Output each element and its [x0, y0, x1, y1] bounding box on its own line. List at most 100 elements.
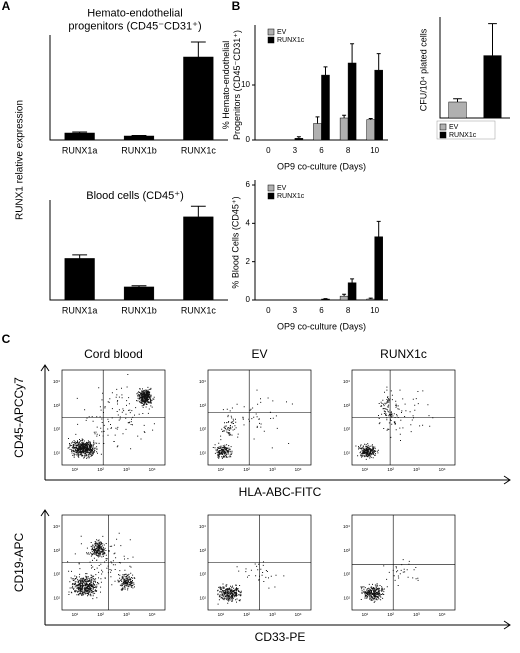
quadrant-gate [352, 370, 455, 465]
y-tick-label: 10¹ [343, 595, 350, 600]
x-tick-label: 10² [97, 612, 104, 617]
y-tick-label: 10³ [343, 548, 350, 553]
legend-swatch [267, 36, 275, 44]
x-tick-label: 10³ [269, 612, 276, 617]
event-dots [355, 386, 434, 460]
legend-label: EV [277, 185, 287, 192]
legend-label: RUNX1c [277, 193, 305, 200]
event-dots [67, 374, 155, 459]
y-tick-label: 10² [53, 572, 60, 577]
x-tick-label: 10² [243, 612, 250, 617]
x-tick-label: 10¹ [218, 467, 225, 472]
axis-arrow [40, 364, 511, 485]
error-bar [368, 297, 373, 300]
bar [123, 286, 155, 301]
error-bar [342, 114, 347, 118]
error-bar [190, 41, 206, 57]
axis [49, 200, 228, 301]
column-title: Cord blood [84, 347, 143, 361]
quadrant-gate [208, 370, 311, 465]
x-tick-label: 10³ [123, 467, 130, 472]
panel-label: C [2, 332, 11, 346]
flow-plot [207, 514, 312, 611]
x-tick-label: 10⁴ [295, 467, 302, 472]
y-tick-label: 10⁴ [53, 524, 60, 529]
y-tick-label: 10⁴ [343, 379, 350, 384]
x-tick-label: RUNX1a [62, 145, 98, 155]
x-tick-label: 10⁴ [149, 467, 156, 472]
x-tick-label: 3 [293, 306, 298, 315]
y-tick-label: 10³ [53, 403, 60, 408]
x-tick-label: 10⁴ [149, 612, 156, 617]
x-tick-label: 6 [319, 306, 324, 315]
y-axis-label: CFU/10⁴ plated cells [418, 28, 428, 111]
y-tick-label: 0 [246, 135, 251, 144]
y-tick-label: 10 [241, 80, 250, 89]
x-axis-label: CD33-PE [255, 630, 306, 644]
event-dots [67, 532, 136, 600]
legend-swatch [267, 192, 275, 200]
legend-swatch [439, 131, 447, 139]
x-tick-label: 10¹ [72, 467, 79, 472]
legend-label: RUNX1c [277, 37, 305, 44]
legend-label: RUNX1c [449, 132, 477, 139]
bar [321, 298, 330, 301]
flow-plot [351, 369, 456, 466]
bar [339, 117, 349, 141]
x-tick-label: 8 [346, 146, 351, 155]
error-bar [315, 116, 320, 124]
x-tick-label: 10⁴ [439, 467, 446, 472]
flow-plot [61, 514, 166, 611]
bar [483, 55, 502, 119]
legend-swatch [439, 123, 447, 131]
y-tick-label: 10² [53, 427, 60, 432]
error-bar [376, 53, 381, 71]
x-tick-label: 0 [266, 306, 271, 315]
x-axis-label: OP9 co-culture (Days) [277, 321, 366, 331]
bar [347, 62, 357, 141]
y-tick-label: 10⁴ [53, 379, 60, 384]
chart-title: progenitors (CD45⁻CD31⁺) [68, 20, 201, 32]
y-tick-label: 10⁴ [343, 524, 350, 529]
bar [183, 56, 214, 141]
x-tick-label: 10¹ [72, 612, 79, 617]
bar [321, 74, 330, 141]
y-tick-label: 2 [246, 257, 251, 266]
error-bar [323, 66, 328, 76]
legend-swatch [267, 184, 275, 192]
panel-label: A [2, 0, 11, 13]
x-tick-label: 10 [370, 306, 379, 315]
y-tick-label: 10² [343, 572, 350, 577]
y-axis-label: Progenitors (CD45⁻CD31⁺) [232, 30, 242, 140]
x-tick-label: 8 [346, 306, 351, 315]
y-axis-label: % Hemato-endothelial [221, 41, 231, 130]
y-tick-label: 10¹ [199, 450, 206, 455]
x-tick-label: 10¹ [362, 612, 369, 617]
x-tick-label: 10³ [413, 467, 420, 472]
error-bar [488, 23, 497, 56]
panel-label: B [232, 0, 241, 13]
x-tick-label: 10² [97, 467, 104, 472]
error-bar [296, 136, 301, 139]
bar [339, 295, 349, 301]
y-axis-label: % Blood Cells (CD45⁺) [230, 196, 240, 288]
column-title: RUNX1c [380, 347, 427, 361]
x-tick-label: 10³ [123, 612, 130, 617]
bar [448, 101, 467, 119]
event-dots [217, 561, 285, 605]
legend-label: EV [277, 29, 287, 36]
bar [366, 119, 375, 141]
flow-plot [61, 369, 166, 466]
bar [64, 258, 95, 301]
y-tick-label: 4 [246, 218, 251, 227]
error-bar [131, 285, 147, 287]
y-tick-label: 0 [246, 295, 251, 304]
y-axis-label: RUNX1 relative expression [15, 100, 26, 220]
bar [313, 123, 322, 141]
x-tick-label: RUNX1a [62, 305, 98, 315]
error-bar [453, 98, 462, 102]
error-bar [350, 43, 355, 63]
x-tick-label: RUNX1b [121, 145, 157, 155]
y-tick-label: 10³ [199, 548, 206, 553]
